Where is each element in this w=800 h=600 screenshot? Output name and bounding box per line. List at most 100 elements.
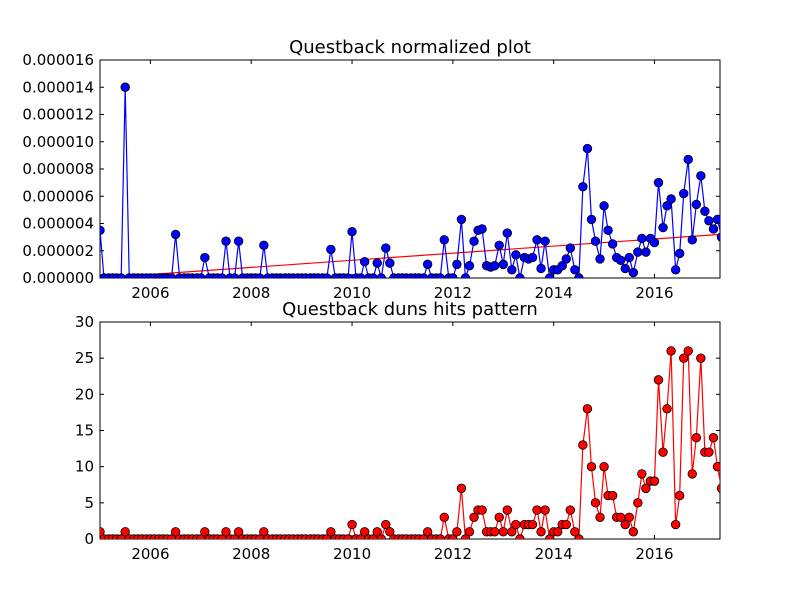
data-point <box>536 527 546 537</box>
data-point <box>599 201 609 211</box>
data-point <box>595 512 605 523</box>
data-point <box>586 461 597 472</box>
data-point <box>565 505 575 515</box>
data-point <box>200 527 210 537</box>
data-point <box>200 252 210 263</box>
data-point <box>120 82 130 92</box>
data-point <box>116 273 126 278</box>
data-point <box>233 236 244 246</box>
data-point <box>515 273 525 278</box>
data-point <box>448 273 458 278</box>
data-point <box>662 201 672 211</box>
data-point <box>679 353 689 363</box>
data-point <box>649 476 660 486</box>
data-point <box>540 236 550 246</box>
data-point <box>469 236 479 246</box>
chart-title: Questback normalized plot <box>289 37 531 58</box>
data-point <box>326 244 336 255</box>
plot-area <box>100 346 731 539</box>
data-point <box>347 519 357 530</box>
data-point <box>439 512 449 523</box>
data-point <box>422 527 433 537</box>
data-point <box>700 206 710 216</box>
data-point <box>422 259 433 270</box>
data-point <box>599 461 609 472</box>
y-tick-label: 30 <box>75 313 94 331</box>
data-point <box>704 447 714 457</box>
data-point <box>359 527 370 537</box>
data-point <box>376 273 386 278</box>
data-point <box>615 255 626 265</box>
data-point <box>565 243 575 253</box>
data-point <box>439 235 449 245</box>
data-point <box>355 273 366 278</box>
data-point <box>716 232 720 242</box>
y-tick-label: 20 <box>75 385 94 403</box>
data-point <box>259 240 269 251</box>
data-point <box>674 490 685 501</box>
y-tick-label: 25 <box>75 349 94 367</box>
data-point <box>561 254 571 264</box>
data-point <box>666 346 676 356</box>
data-point <box>544 273 555 278</box>
data-point <box>708 433 719 443</box>
data-point <box>683 154 693 165</box>
data-point <box>722 513 731 522</box>
x-tick-label: 2014 <box>535 545 573 563</box>
data-point <box>540 505 550 515</box>
data-point <box>460 273 471 278</box>
data-point <box>658 222 668 233</box>
x-tick-label: 2012 <box>434 284 472 302</box>
data-point <box>712 461 720 472</box>
data-point <box>527 519 538 530</box>
data-point <box>527 252 538 263</box>
data-point <box>233 527 244 537</box>
data-point <box>552 527 563 537</box>
data-point <box>683 346 693 356</box>
data-point <box>477 505 487 515</box>
x-tick-label: 2010 <box>333 284 371 302</box>
data-point <box>100 225 105 236</box>
y-tick-label: 0.000012 <box>22 106 94 124</box>
data-point <box>624 252 634 263</box>
data-point <box>633 498 643 508</box>
data-point <box>653 375 664 385</box>
data-point <box>515 534 525 539</box>
data-point <box>381 243 391 253</box>
data-point <box>722 238 731 247</box>
y-tick-label: 0.000006 <box>22 187 94 205</box>
data-point <box>502 505 512 515</box>
y-tick-label: 10 <box>75 458 94 476</box>
data-point <box>376 534 386 539</box>
data-point <box>456 214 467 225</box>
data-point <box>456 483 467 494</box>
data-point <box>637 233 647 244</box>
data-point <box>489 261 500 271</box>
y-tick-label: 0.000010 <box>22 133 94 151</box>
data-point <box>628 527 639 537</box>
data-point <box>570 527 580 537</box>
data-point <box>578 440 588 450</box>
data-point <box>582 143 593 154</box>
x-tick-label: 2010 <box>333 545 371 563</box>
plot-frame <box>99 321 721 540</box>
data-point <box>666 194 676 204</box>
y-tick-label: 0.000000 <box>22 269 94 287</box>
duns-hits-panel: Questback duns hits pattern 0 5 10 15 20 25 30 2… <box>75 299 731 563</box>
data-point <box>590 236 601 246</box>
data-point <box>687 235 697 245</box>
data-point <box>359 256 370 267</box>
data-point <box>653 177 664 188</box>
data-point <box>229 273 240 278</box>
data-point <box>120 527 130 537</box>
data-point <box>368 273 378 278</box>
data-point <box>221 527 231 537</box>
data-point <box>494 240 504 251</box>
data-point <box>196 273 206 278</box>
data-point <box>385 258 395 268</box>
data-point <box>570 265 580 275</box>
data-point <box>385 527 395 537</box>
data-point <box>628 267 639 278</box>
data-point <box>536 263 546 274</box>
